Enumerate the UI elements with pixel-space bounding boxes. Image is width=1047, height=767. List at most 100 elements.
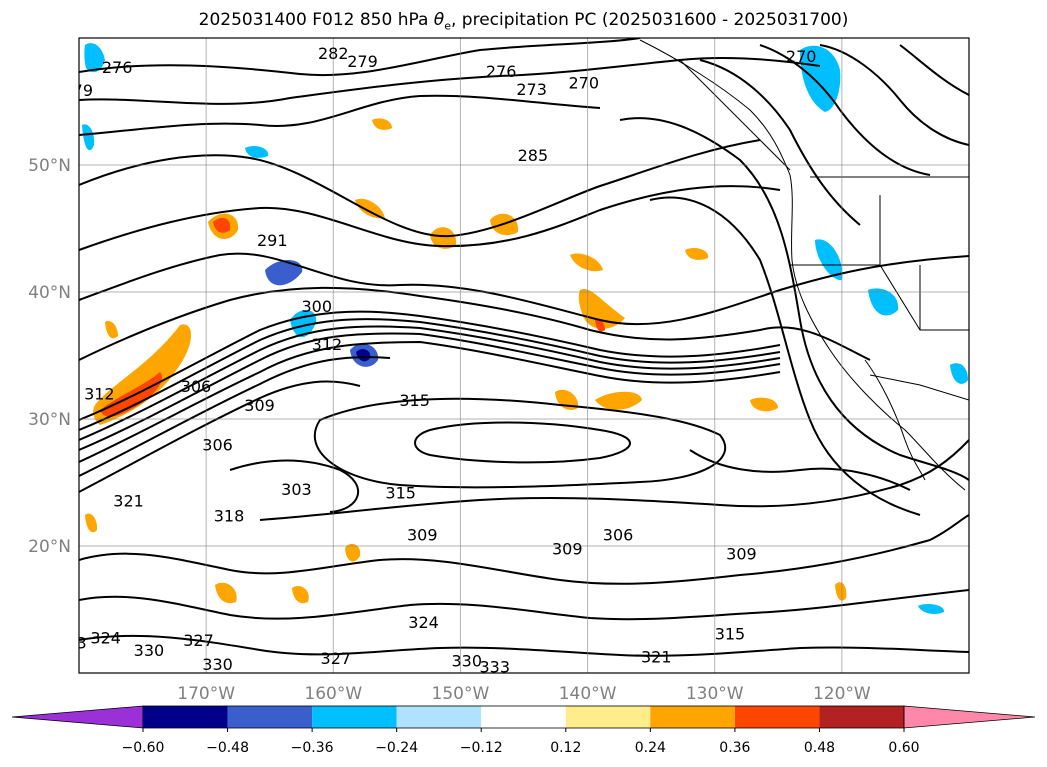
colorbar-box	[143, 706, 228, 728]
contour-label: 333	[479, 658, 510, 677]
contour-line	[79, 332, 781, 451]
contour-label: 306	[202, 435, 233, 454]
contour-label: 309	[726, 545, 757, 564]
precip-positive-patch	[345, 543, 361, 562]
contour-line	[899, 44, 969, 96]
contour-line	[689, 449, 911, 491]
colorbar-tick-label: 0.12	[550, 740, 581, 756]
colorbar-box	[819, 706, 904, 728]
contour-line	[79, 286, 871, 361]
colorbar-box	[312, 706, 397, 728]
contour-label: 270	[786, 47, 817, 66]
contour-label: 309	[552, 540, 583, 559]
x-tick-label: 120°W	[813, 684, 871, 704]
contour-line	[79, 514, 969, 585]
contour-label: 336	[43, 618, 74, 637]
contour-label: 324	[90, 628, 121, 647]
chart-title: 2025031400 F012 850 hPa θe, precipitatio…	[0, 10, 1047, 32]
colorbar-box	[734, 706, 820, 728]
contour-line	[79, 139, 761, 238]
precip-negative-patch	[82, 124, 95, 151]
contour-label: 273	[516, 80, 547, 99]
theta-e-contours	[79, 38, 969, 657]
contour-label: 303	[281, 480, 312, 499]
contour-label: 309	[407, 526, 438, 545]
precip-positive-patch	[430, 227, 457, 249]
colorbar-box	[565, 706, 651, 728]
contour-label: 312	[84, 385, 115, 404]
contour-label: 330	[134, 641, 165, 660]
map-frame	[78, 37, 970, 674]
contour-label: 312	[312, 335, 343, 354]
contour-label: 321	[113, 491, 144, 510]
contour-label: 318	[214, 507, 245, 526]
coastline-alaska-islands	[679, 59, 791, 171]
colorbar-tick-label: 0.48	[804, 740, 835, 756]
precip-positive-patch	[213, 217, 231, 233]
precip-positive-patch	[750, 397, 778, 412]
x-tick-label: 160°W	[304, 684, 362, 704]
title-subscript: e	[444, 19, 451, 33]
precip-positive-patch	[595, 318, 605, 332]
precip-positive-patch	[292, 585, 309, 604]
contour-line	[79, 356, 391, 477]
coastline-baja	[864, 359, 926, 481]
map-background	[79, 38, 969, 673]
contour-label: 315	[385, 484, 416, 503]
precip-negative-patch	[918, 604, 945, 614]
colorbar-tick-label: −0.48	[206, 740, 249, 756]
contour-line	[259, 439, 969, 521]
contour-label: 324	[408, 613, 439, 632]
contour-label: 306	[603, 526, 634, 545]
title-prefix: 2025031400 F012 850 hPa	[198, 10, 434, 30]
contour-line	[759, 44, 931, 176]
coastlines	[639, 39, 969, 491]
contour-line	[79, 318, 781, 431]
colorbar-extend-low	[11, 705, 144, 729]
contour-label: 330	[202, 655, 233, 674]
contour-line	[79, 325, 781, 441]
contour-label: 285	[518, 146, 549, 165]
contour-label: 327	[321, 649, 352, 668]
precip-positive-patch	[355, 198, 385, 219]
precip-positive-patch	[685, 247, 709, 260]
colorbar-tick-label: 0.36	[719, 740, 750, 756]
x-tick-label: 170°W	[177, 684, 235, 704]
precip-positive-patch	[835, 582, 847, 601]
colorbar-box	[396, 706, 482, 728]
contour-line	[79, 340, 781, 463]
contour-line	[79, 56, 821, 105]
contour-label: 333	[56, 634, 87, 653]
precip-patches	[82, 43, 968, 614]
colorbar-box	[481, 706, 566, 728]
contour-label: 315	[715, 625, 746, 644]
colorbar-tick-label: 0.60	[888, 740, 919, 756]
contour-line	[79, 185, 781, 251]
colorbar-tick-label: −0.12	[460, 740, 503, 756]
contour-line	[79, 589, 969, 621]
contour-label: 300	[301, 297, 332, 316]
precip-negative-patch	[815, 239, 843, 281]
x-tick-label: 130°W	[686, 684, 744, 704]
y-tick-label: 30°N	[28, 410, 71, 430]
precip-positive-patch	[100, 372, 162, 417]
axis-labels: 170°W 160°W 150°W 140°W 130°W 120°W 50°N 40°N 30…	[28, 156, 871, 704]
colorbar-tick-label: 0.24	[635, 740, 666, 756]
contour-line	[79, 310, 781, 421]
contour-line	[699, 59, 861, 226]
colorbar-box	[650, 706, 735, 728]
y-tick-label: 40°N	[28, 283, 71, 303]
contour-label: 276	[486, 62, 517, 81]
contour-label: 270	[568, 73, 599, 92]
contour-line	[313, 397, 727, 489]
contour-line	[79, 252, 969, 326]
colorbar-frame	[142, 705, 905, 729]
contour-line	[414, 421, 631, 464]
x-tick-label: 140°W	[559, 684, 617, 704]
y-tick-label: 20°N	[28, 537, 71, 557]
contour-label: 321	[641, 647, 672, 666]
precip-positive-patch	[595, 391, 642, 410]
contour-label: 282	[15, 132, 46, 151]
